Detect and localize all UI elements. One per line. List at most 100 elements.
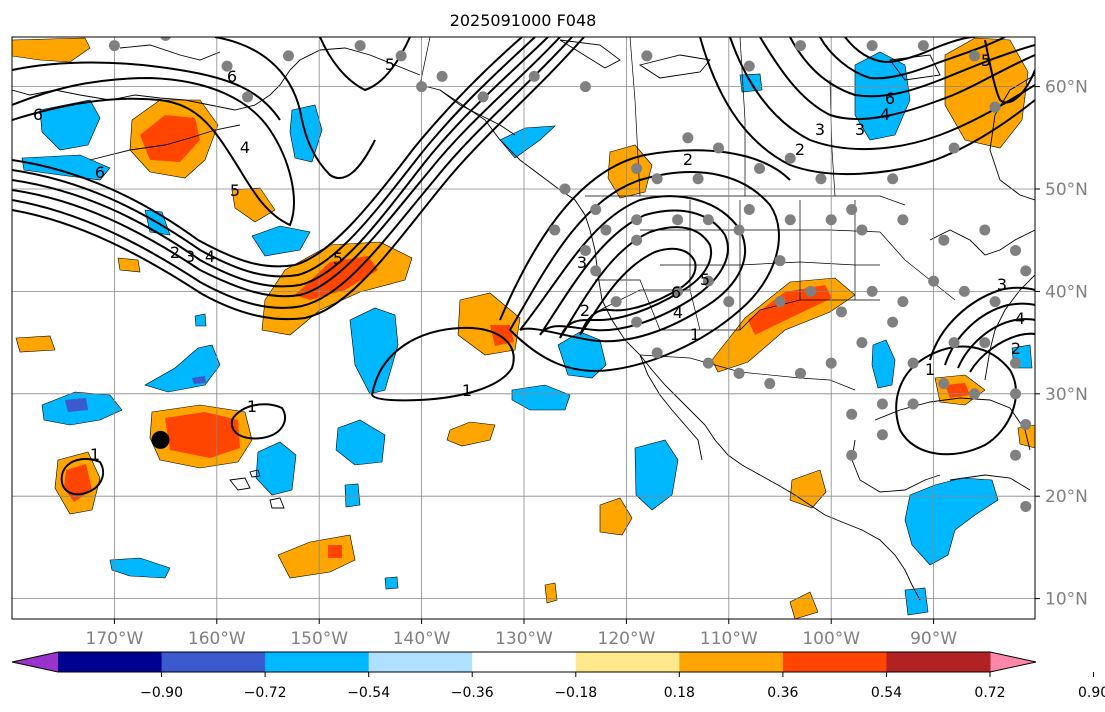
- x-tick-label: 170°W: [86, 629, 144, 649]
- negative-region: [335, 419, 386, 466]
- station-dot: [477, 91, 489, 103]
- contour-label: 4: [205, 247, 215, 266]
- positive-region: [599, 497, 633, 536]
- station-dot: [774, 255, 786, 267]
- negative-region: [557, 331, 607, 379]
- station-dot: [631, 316, 643, 328]
- colorbar-segment: [886, 652, 991, 672]
- contour-label: 5: [981, 51, 991, 70]
- negative-region: [109, 557, 171, 579]
- station-dot: [754, 163, 766, 175]
- station-dot: [907, 357, 919, 369]
- contour-label: 6: [33, 105, 43, 124]
- station-dot: [733, 367, 745, 379]
- station-dot: [825, 214, 837, 226]
- colorbar-segment: [472, 652, 577, 672]
- colorbar-tick-label: −0.72: [244, 685, 287, 701]
- station-dot: [938, 378, 950, 390]
- contour-label: 4: [240, 138, 250, 157]
- station-dot: [631, 214, 643, 226]
- colorbar-tick-label: 0.36: [767, 685, 798, 701]
- contour-label: 5: [700, 270, 710, 289]
- contour-label: 4: [880, 105, 890, 124]
- station-dot: [590, 265, 602, 277]
- station-dot: [1020, 265, 1032, 277]
- station-dot: [846, 449, 858, 461]
- colorbar-segment: [368, 652, 473, 672]
- positive-region: [15, 335, 56, 353]
- colorbar-extend-low: [12, 652, 58, 672]
- negative-region: [904, 587, 929, 616]
- positive-region: [446, 421, 496, 447]
- station-dot: [651, 347, 663, 359]
- y-tick-label: 20°N: [1045, 487, 1088, 507]
- station-dot: [354, 40, 366, 52]
- station-dot: [969, 50, 981, 62]
- station-dot: [1020, 419, 1032, 431]
- negative-region: [349, 307, 399, 395]
- contour-label: 3: [577, 253, 587, 272]
- colorbar-tick-label: 0.72: [974, 685, 1005, 701]
- station-dot: [590, 203, 602, 215]
- x-tick-label: 130°W: [495, 629, 553, 649]
- station-dot: [794, 367, 806, 379]
- contour-lines: [12, 37, 1035, 496]
- x-tick-label: 140°W: [393, 629, 451, 649]
- positive-region: [789, 469, 827, 509]
- colorbar-tick-label: 0.54: [871, 685, 902, 701]
- station-dot: [682, 132, 694, 144]
- colorbar-segment: [575, 652, 680, 672]
- contour-label: 4: [1015, 309, 1025, 328]
- station-markers: [108, 37, 1032, 512]
- negative-region: [511, 384, 571, 411]
- colorbar-segment: [58, 652, 163, 672]
- station-dot: [948, 142, 960, 154]
- negative-region: [344, 483, 361, 508]
- station-dot: [416, 81, 428, 93]
- station-dot: [887, 173, 899, 185]
- station-dot: [876, 398, 888, 410]
- station-dot: [969, 388, 981, 400]
- y-tick-label: 30°N: [1045, 385, 1088, 405]
- contour-label: 1: [247, 397, 257, 416]
- station-dot: [1010, 244, 1022, 256]
- station-dot: [631, 163, 643, 175]
- y-axis-ticks: 10°N 20°N 30°N 40°N 50°N 60°N: [1035, 78, 1088, 610]
- station-dot: [774, 296, 786, 308]
- y-tick-label: 10°N: [1045, 590, 1088, 610]
- station-dot: [436, 70, 448, 82]
- station-dot: [897, 296, 909, 308]
- positive-region: [544, 582, 558, 604]
- station-dot: [713, 142, 725, 154]
- contour-label: 3: [185, 247, 195, 266]
- contour-label: 2: [1011, 339, 1021, 358]
- colorbar-extend-high: [990, 652, 1036, 672]
- colorbar-segment: [161, 652, 266, 672]
- station-dot: [733, 224, 745, 236]
- x-tick-label: 90°W: [910, 629, 957, 649]
- station-dot: [108, 40, 120, 52]
- x-tick-label: 160°W: [188, 629, 246, 649]
- x-tick-label: 110°W: [700, 629, 758, 649]
- station-dot: [1020, 500, 1032, 512]
- station-dot: [784, 152, 796, 164]
- station-dot: [651, 173, 663, 185]
- contour-label: 2: [170, 243, 180, 262]
- station-dot: [979, 224, 991, 236]
- station-dot: [784, 214, 796, 226]
- negative-region: [194, 313, 207, 327]
- colorbar-outline: [11, 651, 1037, 673]
- contour-label: 1: [925, 360, 935, 379]
- station-dot: [876, 429, 888, 441]
- contour-label: 5: [385, 55, 395, 74]
- station-dot: [989, 296, 1001, 308]
- contour-label: 1: [690, 325, 700, 344]
- station-dot: [528, 70, 540, 82]
- station-dot: [825, 357, 837, 369]
- negative-region: [634, 439, 679, 511]
- station-dot: [938, 234, 950, 246]
- contour-label: 2: [580, 301, 590, 320]
- station-dot: [928, 275, 940, 287]
- station-dot: [600, 224, 612, 236]
- station-dot: [579, 81, 591, 93]
